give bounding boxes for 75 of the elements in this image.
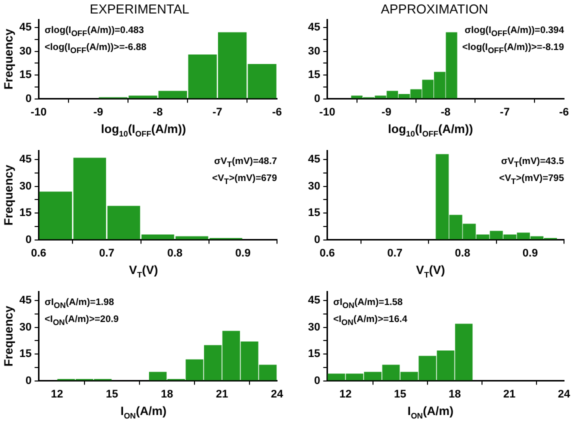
y-tick-label: 0 — [26, 374, 32, 387]
x-tick-label: 0.8 — [167, 247, 182, 260]
y-tick-label: 45 — [19, 22, 32, 34]
x-tick-label: -6 — [272, 106, 282, 118]
x-tick-label: 0.8 — [454, 247, 470, 260]
x-axis-title: log$_{10}$(I$_{OFF}$(A/m)) — [387, 122, 474, 140]
y-tick-label: 15 — [19, 69, 32, 82]
y-tick-label: 0 — [314, 234, 320, 246]
x-tick-label: -9 — [382, 106, 392, 118]
y-tick-label: 0 — [26, 92, 32, 105]
y-tick-label: 45 — [308, 294, 320, 307]
y-tick-label: 45 — [19, 154, 32, 166]
x-tick-label: 21 — [503, 388, 516, 400]
x-tick-label: 15 — [106, 388, 118, 400]
annotation: <log(I$_{OFF}$(A/m))>=-6.88 — [44, 40, 146, 56]
annotation: σlog(I$_{OFF}$(A/m))=0.483 — [44, 24, 144, 40]
annotation: σV$_{T}$(mV)=48.7 — [214, 154, 277, 170]
annotation: <I$_{ON}$(A/m)>=16.4 — [333, 312, 408, 328]
y-tick-label: 30 — [308, 45, 320, 58]
x-tick-label: 15 — [394, 388, 406, 400]
annotation: σlog(I$_{OFF}$(A/m))=0.394 — [464, 24, 564, 40]
x-tick-label: -7 — [212, 106, 222, 118]
x-tick-label: -7 — [500, 106, 510, 118]
y-tick-label: 45 — [308, 154, 320, 166]
y-tick-label: 30 — [19, 321, 32, 334]
chart-title: EXPERIMENTAL — [90, 1, 190, 16]
y-tick-label: 45 — [308, 22, 320, 34]
x-tick-label: 18 — [448, 388, 461, 400]
x-axis-title: I$_{ON}$(A/m) — [406, 404, 454, 422]
x-tick-label: -9 — [93, 106, 104, 118]
x-tick-label: -8 — [440, 106, 451, 118]
y-tick-label: 45 — [19, 294, 32, 307]
y-tick-label: 30 — [19, 180, 32, 192]
annotation: σV$_{T}$(mV)=43.5 — [501, 154, 564, 170]
y-axis-title: Frequency — [2, 164, 16, 226]
y-tick-label: 30 — [19, 45, 32, 58]
y-tick-label: 15 — [308, 207, 320, 220]
x-axis-title: V$_{T}$(V) — [415, 263, 446, 282]
x-tick-label: -10 — [30, 106, 47, 118]
x-tick-label: 24 — [270, 388, 284, 400]
x-tick-label: 24 — [558, 388, 571, 400]
x-tick-label: 0.9 — [235, 247, 251, 260]
x-tick-label: 0.7 — [99, 247, 114, 260]
chart-title: APPROXIMATION — [380, 1, 488, 16]
y-tick-label: 15 — [19, 348, 32, 360]
x-tick-label: 12 — [339, 388, 352, 400]
annotation: <V$_{T}$>(mV)=795 — [499, 172, 564, 188]
y-tick-label: 15 — [308, 348, 320, 360]
x-tick-label: -6 — [559, 106, 569, 118]
y-axis-title: Frequency — [2, 28, 16, 90]
x-tick-label: -8 — [152, 106, 163, 118]
y-tick-label: 0 — [314, 374, 320, 387]
annotation: σI$_{ON}$(A/m)=1.98 — [44, 296, 114, 312]
x-tick-label: 0.7 — [387, 247, 403, 260]
annotation: <V$_{T}$>(mV)=679 — [212, 172, 277, 188]
y-tick-label: 30 — [308, 180, 320, 192]
x-axis-title: log$_{10}$(I$_{OFF}$(A/m)) — [100, 122, 187, 140]
annotation: σI$_{ON}$(A/m)=1.58 — [333, 296, 403, 312]
y-tick-label: 0 — [314, 92, 320, 105]
annotation: <I$_{ON}$(A/m)>=20.9 — [44, 312, 119, 328]
x-tick-label: 18 — [160, 388, 174, 400]
annotation: <log(I$_{OFF}$(A/m))>=-8.19 — [462, 40, 564, 56]
x-axis-title: V$_{T}$(V) — [128, 263, 159, 282]
y-tick-label: 30 — [308, 321, 320, 334]
y-tick-label: 15 — [308, 69, 320, 82]
x-tick-label: -10 — [319, 106, 336, 118]
x-tick-label: 0.9 — [522, 247, 538, 260]
x-tick-label: 0.6 — [320, 247, 335, 260]
x-tick-label: 12 — [50, 388, 64, 400]
y-axis-title: Frequency — [2, 306, 16, 367]
y-tick-label: 0 — [26, 234, 32, 246]
y-tick-label: 15 — [19, 207, 32, 220]
x-axis-title: I$_{ON}$(A/m) — [119, 404, 168, 422]
x-tick-label: 21 — [216, 388, 228, 400]
x-tick-label: 0.6 — [30, 247, 46, 260]
